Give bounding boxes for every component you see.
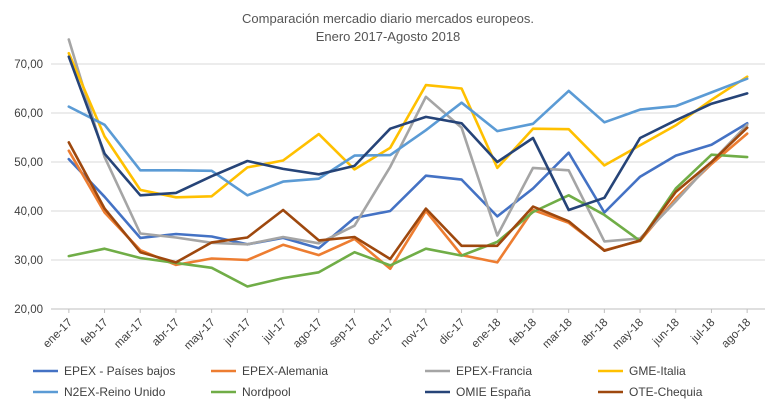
chart-subtitle: Enero 2017-Agosto 2018 [316, 29, 461, 44]
legend-label: OTE-Chequia [629, 385, 703, 399]
x-tick-label: ago-18 [719, 317, 753, 351]
y-tick-label: 40,00 [14, 206, 43, 218]
series-line [67, 51, 749, 199]
series-line [67, 122, 749, 250]
x-tick-label: dic-17 [437, 317, 468, 348]
gridlines [51, 63, 765, 310]
series-line [67, 38, 749, 246]
legend-label: EPEX-Alemania [242, 364, 328, 378]
legend-item: EPEX-Francia [425, 364, 532, 378]
legend-item: EPEX - Países bajos [33, 364, 175, 378]
legend-label: Nordpool [242, 385, 291, 399]
y-tick-label: 30,00 [14, 255, 43, 267]
x-tick-label: oct-17 [365, 317, 396, 348]
legend-label: EPEX-Francia [456, 364, 532, 378]
legend-label: GME-Italia [629, 364, 686, 378]
legend-item: Nordpool [211, 385, 291, 399]
series-line [67, 77, 749, 197]
x-tick-label: ago-17 [291, 317, 325, 351]
legend-label: OMIE España [456, 385, 531, 399]
x-tick-label: ene-17 [41, 317, 75, 351]
legend-item: EPEX-Alemania [211, 364, 328, 378]
x-tick-label: may-17 [182, 317, 218, 353]
series-line [67, 126, 749, 264]
x-tick-label: ene-18 [470, 317, 504, 351]
legend: EPEX - Países bajos EPEX-Alemania EPEX-Fra… [33, 364, 703, 399]
series-line [67, 132, 749, 271]
x-tick-label: jun-17 [222, 317, 254, 349]
x-tick-label: sep-17 [327, 317, 360, 350]
legend-item: N2EX-Reino Unido [33, 385, 166, 399]
y-tick-label: 50,00 [14, 157, 43, 169]
legend-item: GME-Italia [598, 364, 686, 378]
x-tick-label: jul-17 [260, 317, 289, 346]
legend-label: N2EX-Reino Unido [64, 385, 166, 399]
x-tick-label: feb-18 [508, 317, 540, 349]
x-tick-label: jun-18 [650, 317, 682, 349]
x-tick-label: may-18 [611, 317, 647, 353]
x-tick-label: jul-18 [688, 317, 717, 346]
y-tick-label: 20,00 [14, 304, 43, 316]
x-tick-label: abr-18 [578, 317, 610, 349]
legend-item: OMIE España [425, 385, 531, 399]
y-tick-label: 70,00 [14, 59, 43, 71]
x-tick-label: mar-17 [112, 317, 146, 351]
legend-label: EPEX - Países bajos [64, 364, 175, 378]
x-tick-label: feb-17 [79, 317, 111, 349]
chart-title: Comparación mercadio diario mercados eur… [242, 11, 534, 26]
legend-item: OTE-Chequia [598, 385, 703, 399]
series-lines [67, 38, 749, 288]
y-tick-label: 60,00 [14, 108, 43, 120]
x-tick-label: mar-18 [541, 317, 575, 351]
x-tick-label: nov-17 [399, 317, 432, 350]
series-line [67, 55, 749, 212]
x-tick-label: abr-17 [150, 317, 182, 349]
series-line [67, 153, 749, 288]
